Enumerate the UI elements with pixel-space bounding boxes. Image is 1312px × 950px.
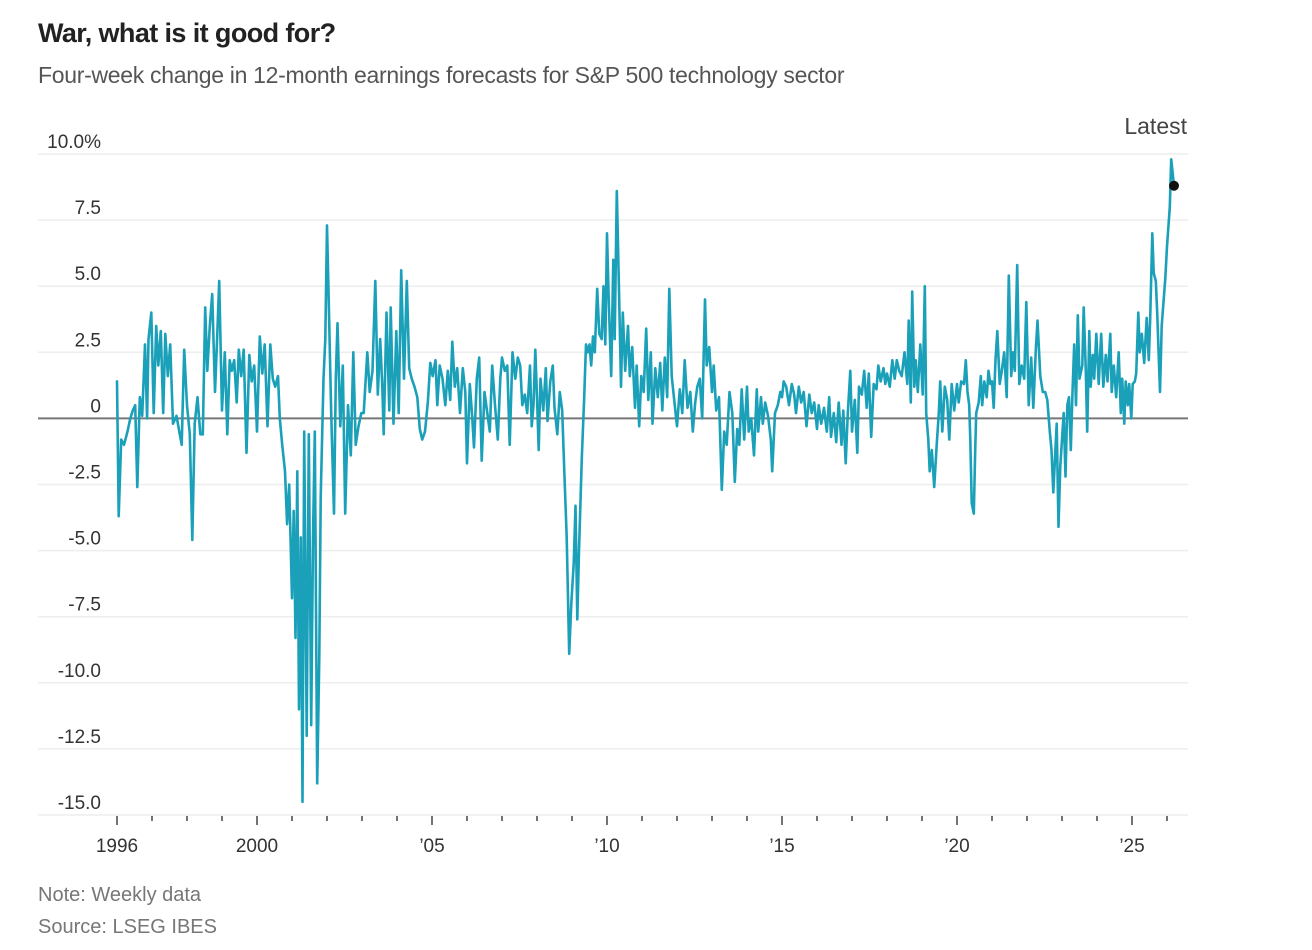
x-tick-label: 2000 bbox=[236, 836, 278, 857]
y-tick-label: 0 bbox=[90, 396, 101, 417]
series-layer bbox=[115, 158, 1176, 804]
y-tick-label: -10.0 bbox=[58, 661, 101, 682]
footnote-source: Source: LSEG IBES bbox=[38, 916, 217, 938]
y-tick-label: 10.0% bbox=[47, 132, 101, 153]
x-tick-label: 1996 bbox=[96, 836, 138, 857]
x-tick-label: ’15 bbox=[769, 836, 794, 857]
y-tick-label: 7.5 bbox=[75, 198, 101, 219]
y-tick-label: -12.5 bbox=[58, 727, 101, 748]
y-tick-label: 2.5 bbox=[75, 330, 101, 351]
x-tick-label: ’20 bbox=[944, 836, 969, 857]
x-axis: 1996 2000 ’05 ’10 ’15 ’20 ’25 bbox=[38, 814, 1188, 857]
x-tick-label: ’05 bbox=[419, 836, 444, 857]
series-line-0 bbox=[115, 158, 1176, 804]
chart-title: War, what is it good for? bbox=[38, 18, 336, 48]
y-tick-label: -2.5 bbox=[68, 463, 101, 484]
y-tick-label: -15.0 bbox=[58, 793, 101, 814]
x-tick-label: ’10 bbox=[594, 836, 619, 857]
y-tick-label: -5.0 bbox=[68, 529, 101, 550]
gridlines bbox=[38, 153, 1188, 750]
x-tick-label: ’25 bbox=[1119, 836, 1144, 857]
y-axis: 10.0% 7.5 5.0 2.5 0 -2.5 -5.0 -7.5 -10.0 -12.5 -15… bbox=[47, 132, 101, 814]
footnote-note: Note: Weekly data bbox=[38, 884, 202, 906]
latest-label: Latest bbox=[1124, 113, 1187, 139]
chart-subtitle: Four-week change in 12-month earnings fo… bbox=[38, 62, 845, 88]
y-tick-label: 5.0 bbox=[75, 264, 101, 285]
latest-point-marker bbox=[1169, 180, 1179, 191]
y-tick-label: -7.5 bbox=[68, 595, 101, 616]
annotation-layer: Latest bbox=[1124, 113, 1188, 191]
